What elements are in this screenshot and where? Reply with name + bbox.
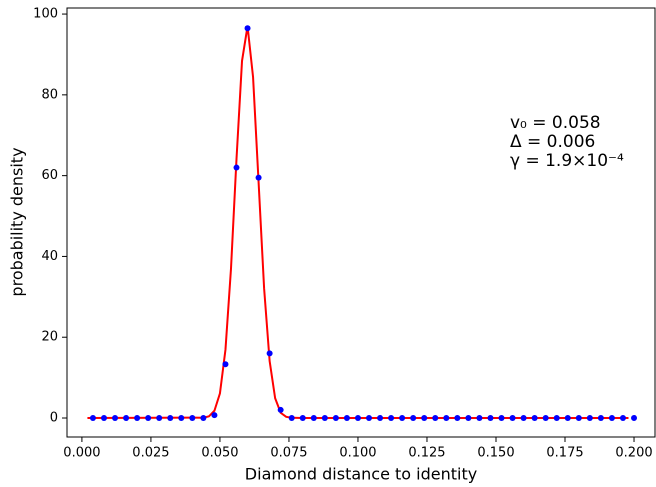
x-tick-label: 0.175: [546, 446, 583, 461]
annotation: v₀ = 0.058: [510, 113, 601, 133]
data-point: [112, 415, 119, 422]
data-point: [586, 415, 593, 422]
data-point: [100, 415, 107, 422]
data-point: [134, 415, 141, 422]
data-point: [255, 174, 262, 181]
x-tick-label: 0.025: [132, 446, 169, 461]
data-point: [608, 415, 615, 422]
data-point: [421, 415, 428, 422]
fit-curve: [87, 26, 629, 420]
data-point: [509, 415, 516, 422]
data-point: [564, 415, 571, 422]
data-point: [277, 406, 284, 413]
data-point: [366, 415, 373, 422]
annotation: γ = 1.9×10⁻⁴: [510, 151, 624, 171]
data-point: [443, 415, 450, 422]
data-point: [619, 415, 626, 422]
y-tick-label: 80: [41, 87, 58, 102]
data-point: [399, 415, 406, 422]
data-point: [498, 415, 505, 422]
y-tick-label: 40: [41, 249, 58, 264]
x-tick-label: 0.000: [63, 446, 100, 461]
y-tick-label: 20: [41, 330, 58, 345]
data-point: [575, 415, 582, 422]
data-point: [167, 415, 174, 422]
data-point: [211, 412, 218, 419]
x-tick-label: 0.125: [408, 446, 445, 461]
data-point: [123, 415, 130, 422]
data-point: [156, 415, 163, 422]
data-point: [299, 415, 306, 422]
data-point: [542, 415, 549, 422]
data-point: [233, 164, 240, 171]
y-tick-label: 100: [33, 7, 58, 22]
data-point: [89, 415, 96, 422]
x-tick-label: 0.100: [339, 446, 376, 461]
data-point: [388, 415, 395, 422]
data-point: [266, 350, 273, 357]
x-tick-label: 0.200: [615, 446, 652, 461]
data-point: [465, 415, 472, 422]
data-point: [178, 415, 185, 422]
data-point: [377, 415, 384, 422]
y-axis-label: probability density: [8, 147, 27, 296]
x-tick-label: 0.075: [270, 446, 307, 461]
x-tick-label: 0.050: [201, 446, 238, 461]
data-point: [310, 415, 317, 422]
data-point: [200, 415, 207, 422]
data-point: [321, 415, 328, 422]
data-point: [432, 415, 439, 422]
data-point: [332, 415, 339, 422]
plot-frame: [66, 7, 656, 438]
data-point: [520, 415, 527, 422]
x-tick-label: 0.150: [477, 446, 514, 461]
data-point: [145, 415, 152, 422]
data-point: [244, 25, 251, 32]
data-point: [222, 361, 229, 368]
y-tick-label: 60: [41, 168, 58, 183]
data-point: [410, 415, 417, 422]
data-point: [531, 415, 538, 422]
data-point: [343, 415, 350, 422]
data-point: [189, 415, 196, 422]
y-tick-label: 0: [50, 411, 58, 426]
data-point: [631, 415, 638, 422]
data-point: [476, 415, 483, 422]
data-point: [288, 415, 295, 422]
data-point: [454, 415, 461, 422]
data-point: [553, 415, 560, 422]
x-axis-label: Diamond distance to identity: [245, 465, 477, 484]
data-point: [354, 415, 361, 422]
data-point: [487, 415, 494, 422]
data-point: [597, 415, 604, 422]
annotation: Δ = 0.006: [510, 132, 595, 152]
